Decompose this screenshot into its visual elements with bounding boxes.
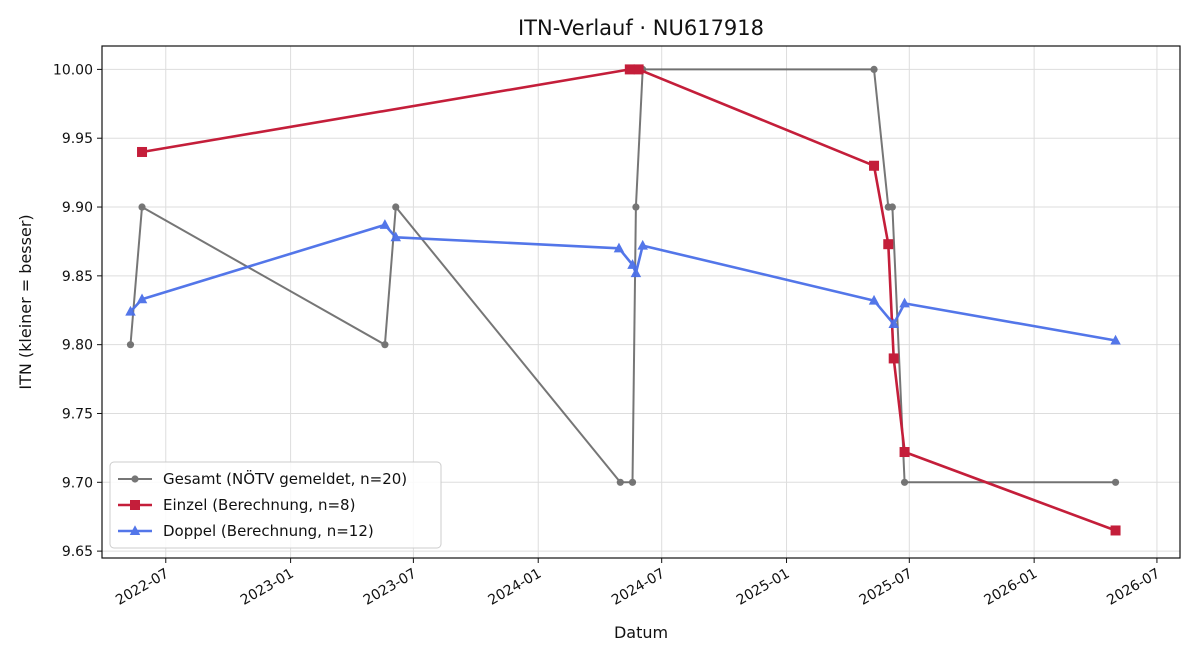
legend-swatch [118,500,152,510]
data-point [630,267,642,278]
series-layer [125,64,1121,536]
x-tick-label: 2022-07 [113,566,172,609]
legend-swatch [118,475,152,483]
data-point [137,146,148,157]
data-point [633,64,644,75]
y-tick-label: 9.85 [62,269,93,285]
x-tick-label: 2023-07 [361,566,420,609]
legend-label: Gesamt (NÖTV gemeldet, n=20) [163,469,407,488]
data-point [613,242,625,253]
data-point [627,259,638,269]
data-point [637,239,648,250]
data-point [392,203,400,211]
legend-marker [129,525,141,535]
data-point [870,65,878,73]
data-point [390,231,402,242]
data-point [125,305,136,316]
data-point [624,64,635,75]
x-tick-label: 2023-01 [238,566,297,609]
data-point [1110,334,1121,345]
data-point [899,447,910,458]
legend-marker [130,500,140,510]
data-point [126,341,135,349]
x-tick-label: 2026-07 [1104,566,1163,609]
data-point [628,478,637,486]
legend-swatch [118,525,152,535]
data-point [868,294,880,305]
legend-marker [131,475,139,483]
data-point [136,293,148,304]
data-point [381,341,389,349]
legend-label: Doppel (Berechnung, n=12) [163,522,374,540]
y-tick-label: 9.90 [62,200,93,216]
data-point [888,203,896,211]
data-point [379,219,391,229]
x-tick-label: 2024-07 [609,566,668,609]
x-tick-label: 2026-01 [981,566,1040,609]
data-point [616,478,624,486]
x-axis-label: Datum [614,623,668,642]
y-tick-label: 9.65 [62,544,93,560]
series-2 [137,64,1121,536]
legend-label: Einzel (Berechnung, n=8) [163,496,355,514]
x-tick-label: 2024-01 [486,566,545,609]
data-point [632,203,640,211]
series-3 [125,219,1121,345]
legend-box [109,461,442,549]
y-tick-label: 9.70 [62,475,93,491]
x-tick-label: 2025-01 [734,566,793,609]
data-point [888,318,899,329]
data-point [888,353,899,364]
y-tick-label: 9.75 [62,406,93,422]
plot-frame [101,45,1181,559]
x-tick-label: 2025-07 [857,566,916,609]
data-point [883,239,894,250]
y-tick-label: 9.80 [62,338,93,354]
data-point [1111,478,1120,486]
data-point [1110,525,1121,536]
data-point [138,203,146,211]
chart-title: ITN-Verlauf · NU617918 [518,16,764,40]
data-point [900,478,909,486]
y-axis-label: ITN (kleiner = besser) [16,214,35,389]
y-tick-label: 9.95 [62,131,93,147]
data-point [899,297,910,308]
legend: Gesamt (NÖTV gemeldet, n=20) Einzel (Bere… [109,461,442,549]
series-line [129,223,1116,342]
y-tick-label: 10.00 [53,62,93,78]
data-point [869,160,880,171]
grid [102,46,1180,558]
